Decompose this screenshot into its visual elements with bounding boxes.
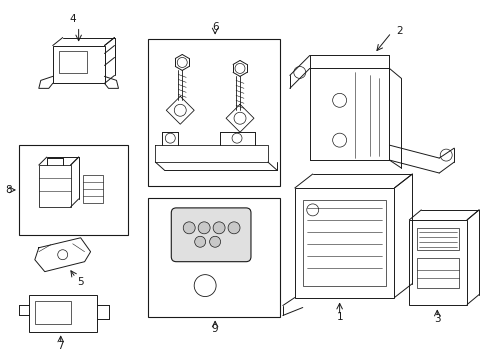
- Text: 5: 5: [77, 276, 84, 287]
- Bar: [416, 228, 458, 250]
- Bar: [416, 258, 458, 288]
- Text: 2: 2: [395, 26, 402, 36]
- Circle shape: [194, 275, 216, 297]
- Circle shape: [183, 222, 195, 234]
- Bar: [53, 45, 104, 84]
- Circle shape: [58, 250, 67, 260]
- Text: 8: 8: [5, 185, 12, 195]
- Bar: [29, 294, 96, 332]
- Circle shape: [177, 58, 187, 67]
- Circle shape: [213, 222, 224, 234]
- Bar: [148, 198, 279, 318]
- Bar: [39, 165, 71, 207]
- FancyBboxPatch shape: [171, 208, 250, 262]
- Circle shape: [306, 204, 318, 216]
- Circle shape: [293, 67, 305, 78]
- Text: 1: 1: [336, 312, 342, 323]
- Polygon shape: [155, 145, 267, 162]
- Text: 9: 9: [211, 324, 218, 334]
- Text: 6: 6: [211, 22, 218, 32]
- Circle shape: [232, 133, 242, 143]
- Circle shape: [439, 149, 451, 161]
- Bar: [408, 220, 466, 305]
- Text: 7: 7: [57, 341, 64, 351]
- Bar: [302, 200, 386, 285]
- Bar: [148, 39, 279, 186]
- Circle shape: [194, 236, 205, 247]
- Circle shape: [227, 222, 240, 234]
- Bar: [19, 145, 128, 235]
- Circle shape: [209, 236, 220, 247]
- Bar: [82, 175, 102, 203]
- Text: 3: 3: [433, 314, 440, 324]
- Circle shape: [234, 112, 245, 124]
- Circle shape: [332, 93, 346, 107]
- Circle shape: [198, 222, 210, 234]
- Circle shape: [174, 104, 186, 116]
- Circle shape: [165, 133, 175, 143]
- Text: 4: 4: [69, 14, 76, 24]
- Circle shape: [332, 133, 346, 147]
- Bar: [59, 51, 86, 73]
- Bar: [294, 188, 394, 298]
- Circle shape: [235, 63, 244, 73]
- Polygon shape: [35, 238, 90, 272]
- Bar: [35, 301, 71, 324]
